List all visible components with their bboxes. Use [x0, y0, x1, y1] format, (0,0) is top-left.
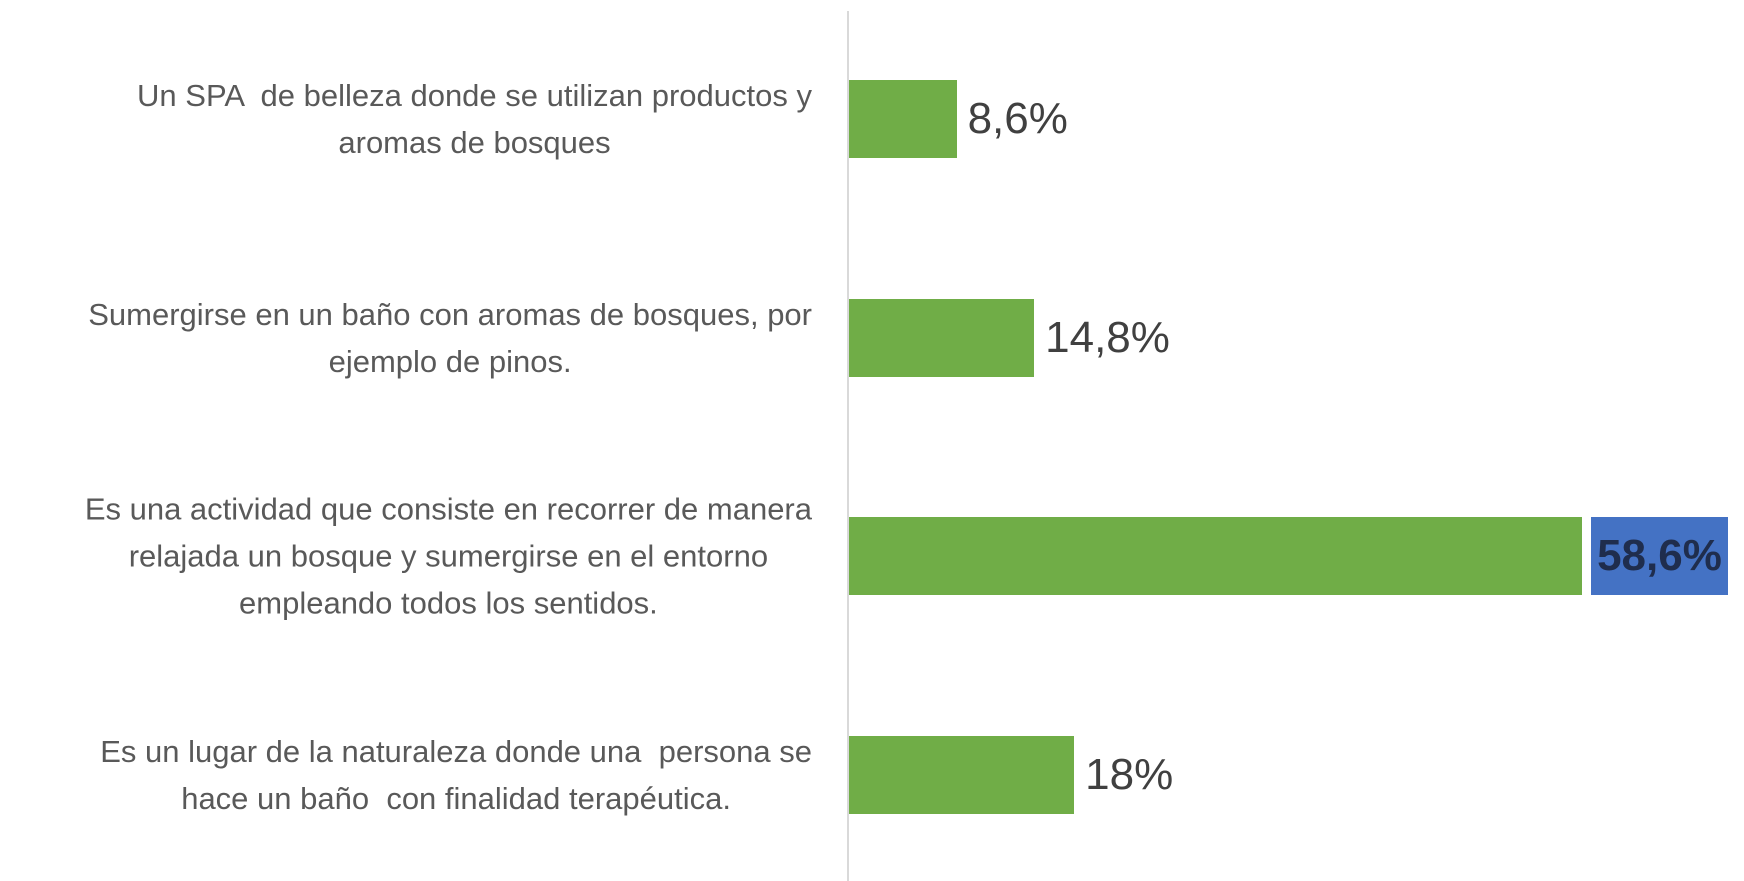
- bar: [849, 517, 1583, 596]
- bar: [849, 736, 1075, 815]
- data-label: 14,8%: [1045, 312, 1170, 362]
- data-label: 8,6%: [967, 94, 1068, 143]
- data-label: 58,6%: [1591, 517, 1728, 596]
- category-label: Un SPA de belleza donde se utilizan prod…: [137, 78, 812, 160]
- bar: [849, 80, 957, 158]
- category-label: Sumergirse en un baño con aromas de bosq…: [88, 296, 812, 379]
- data-label: 18%: [1085, 750, 1174, 800]
- category-label: Es un lugar de la naturaleza donde una p…: [100, 734, 812, 817]
- category-axis: [847, 11, 849, 881]
- bar: [849, 298, 1035, 377]
- category-label: Es una actividad que consiste en recorre…: [84, 491, 812, 621]
